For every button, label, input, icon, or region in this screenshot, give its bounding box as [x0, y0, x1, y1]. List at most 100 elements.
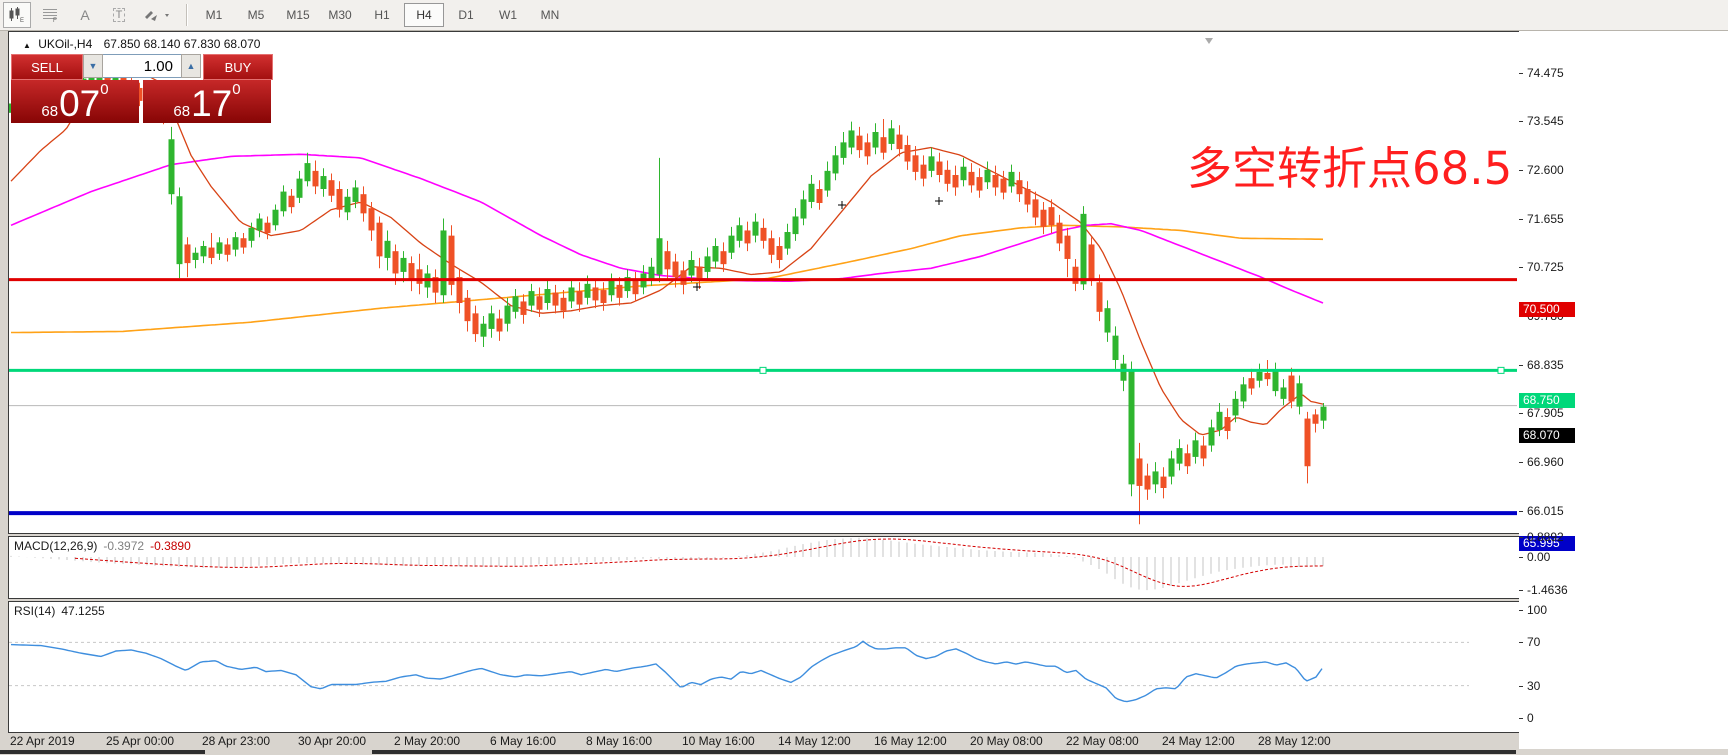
main-chart-panel[interactable]: ▲ UKOil-,H4 67.850 68.140 67.830 68.070 …	[8, 31, 1520, 534]
sell-price-box[interactable]: 68 07 0	[11, 80, 139, 123]
text-label-icon[interactable]: A	[80, 7, 90, 23]
volume-down-button[interactable]: ▼	[83, 54, 103, 78]
price-tick-label: 70.725	[1527, 260, 1564, 275]
date-tick-label: 14 May 12:00	[778, 734, 851, 748]
axis-tick	[1519, 413, 1523, 415]
one-click-trade-panel: SELL ▼ ▲ BUY 68 07 0 68 17 0	[11, 54, 273, 123]
rsi-axis-label: 0	[1527, 711, 1534, 725]
tab-timeframe-m15[interactable]: M15	[286, 8, 310, 22]
price-tick-label: 66.960	[1527, 455, 1564, 470]
axis-tick	[1519, 685, 1523, 687]
rsi-label: RSI(14) 47.1255	[14, 604, 105, 618]
grid-icon[interactable]: F	[37, 2, 65, 28]
date-tick-label: 22 May 08:00	[1066, 734, 1139, 748]
buy-price-main: 17	[191, 83, 233, 124]
sell-price-sup: 0	[100, 81, 109, 98]
tab-timeframe-m30[interactable]: M30	[328, 8, 352, 22]
date-tick-label: 20 May 08:00	[970, 734, 1043, 748]
horizontal-scrollbar[interactable]	[0, 749, 1728, 755]
toolbar: E F A T M1 M5 M15 M30 H1 H4 D1 W1 MN	[0, 0, 1728, 31]
axis-tick	[1519, 169, 1523, 171]
tab-timeframe-w1[interactable]: W1	[499, 8, 517, 22]
axis-tick	[1519, 462, 1523, 464]
buy-price-prefix: 68	[173, 103, 191, 120]
symbol-header: ▲ UKOil-,H4 67.850 68.140 67.830 68.070	[23, 37, 260, 51]
date-tick-label: 28 May 12:00	[1258, 734, 1331, 748]
low-line-price-tag: 65.995	[1519, 535, 1575, 551]
scrollbar-thumb[interactable]	[0, 750, 205, 754]
axis-tick	[1519, 536, 1523, 538]
macd-panel[interactable]: MACD(12,26,9) -0.3972 -0.3890	[8, 536, 1520, 599]
toolbar-separator	[186, 4, 187, 26]
volume-up-button[interactable]: ▲	[181, 54, 201, 78]
macd-chart[interactable]	[9, 537, 1517, 596]
drawing-tools-icon[interactable]	[139, 2, 177, 28]
axis-tick	[1519, 718, 1523, 719]
sell-price-prefix: 68	[41, 103, 59, 120]
price-axis: 74.47573.54572.60071.65570.72569.78068.8…	[1519, 31, 1728, 750]
price-tick-label: 67.905	[1527, 406, 1564, 421]
tab-timeframe-mn[interactable]: MN	[540, 8, 560, 22]
axis-tick	[1519, 610, 1523, 611]
price-tick-label: 74.475	[1527, 65, 1564, 80]
volume-spinner: ▼ ▲	[83, 54, 201, 78]
axis-tick	[1519, 120, 1523, 122]
price-tick-label: 68.835	[1527, 357, 1564, 372]
tab-timeframe-d1[interactable]: D1	[458, 8, 474, 22]
tab-timeframe-h1[interactable]: H1	[374, 8, 390, 22]
macd-main-value: -0.3972	[103, 539, 145, 553]
chart-type-icon[interactable]: E	[3, 2, 31, 28]
resistance-price-tag: 70.500	[1519, 302, 1575, 318]
axis-tick	[1519, 511, 1523, 513]
symbol-ohlc: 67.850 68.140 67.830 68.070	[103, 37, 261, 51]
date-tick-label: 6 May 16:00	[490, 734, 557, 748]
sell-button[interactable]: SELL	[11, 54, 83, 80]
buy-price-box[interactable]: 68 17 0	[143, 80, 271, 123]
volume-input[interactable]	[103, 54, 181, 78]
price-tick-label: 73.545	[1527, 113, 1564, 128]
date-tick-label: 22 Apr 2019	[10, 734, 75, 748]
axis-tick	[1519, 590, 1523, 592]
symbol-title: UKOil-,H4	[38, 37, 93, 51]
rsi-value: 47.1255	[61, 604, 105, 618]
axis-tick	[1519, 72, 1523, 74]
tab-timeframe-m5[interactable]: M5	[247, 8, 265, 22]
macd-signal-value: -0.3890	[150, 539, 191, 553]
macd-axis-label: 0.00	[1527, 550, 1551, 564]
date-tick-label: 30 Apr 20:00	[298, 734, 367, 748]
price-tick-label: 71.655	[1527, 211, 1564, 226]
axis-tick	[1519, 218, 1523, 220]
tab-timeframe-m1[interactable]: M1	[205, 8, 223, 22]
svg-text:E: E	[20, 18, 24, 23]
date-tick-label: 8 May 16:00	[586, 734, 653, 748]
current-price-tag: 68.070	[1519, 428, 1575, 444]
axis-tick	[1519, 267, 1523, 269]
rsi-chart[interactable]	[9, 602, 1517, 730]
date-tick-label: 28 Apr 23:00	[202, 734, 271, 748]
textbox-icon[interactable]: T	[105, 2, 133, 28]
macd-axis-label: 0.8892	[1527, 529, 1564, 544]
date-tick-label: 16 May 12:00	[874, 734, 947, 748]
support-price-tag: 68.750	[1519, 392, 1575, 408]
price-tick-label: 72.600	[1527, 162, 1564, 177]
axis-tick	[1519, 364, 1523, 366]
rsi-axis-label: 30	[1527, 678, 1541, 693]
buy-button[interactable]: BUY	[203, 54, 273, 80]
date-tick-label: 10 May 16:00	[682, 734, 755, 748]
rsi-axis-label: 70	[1527, 635, 1541, 650]
svg-text:F: F	[53, 18, 57, 23]
rsi-panel[interactable]: RSI(14) 47.1255	[8, 601, 1520, 733]
chart-annotation-text: 多空转折点68.5	[1187, 142, 1513, 195]
date-axis: 22 Apr 2019 25 Apr 00:00 28 Apr 23:00 30 Ap…	[8, 733, 1518, 749]
tab-timeframe-h4[interactable]: H4	[404, 3, 444, 27]
sell-price-main: 07	[59, 83, 101, 124]
date-tick-label: 24 May 12:00	[1162, 734, 1235, 748]
axis-tick	[1519, 557, 1523, 558]
collapse-arrow-icon[interactable]: ▲	[23, 41, 31, 50]
scrollbar-thumb[interactable]	[372, 750, 1516, 754]
macd-axis-label: -1.4636	[1527, 583, 1568, 598]
rsi-axis-label: 100	[1527, 603, 1548, 617]
axis-tick	[1519, 642, 1523, 644]
buy-price-sup: 0	[232, 81, 241, 98]
